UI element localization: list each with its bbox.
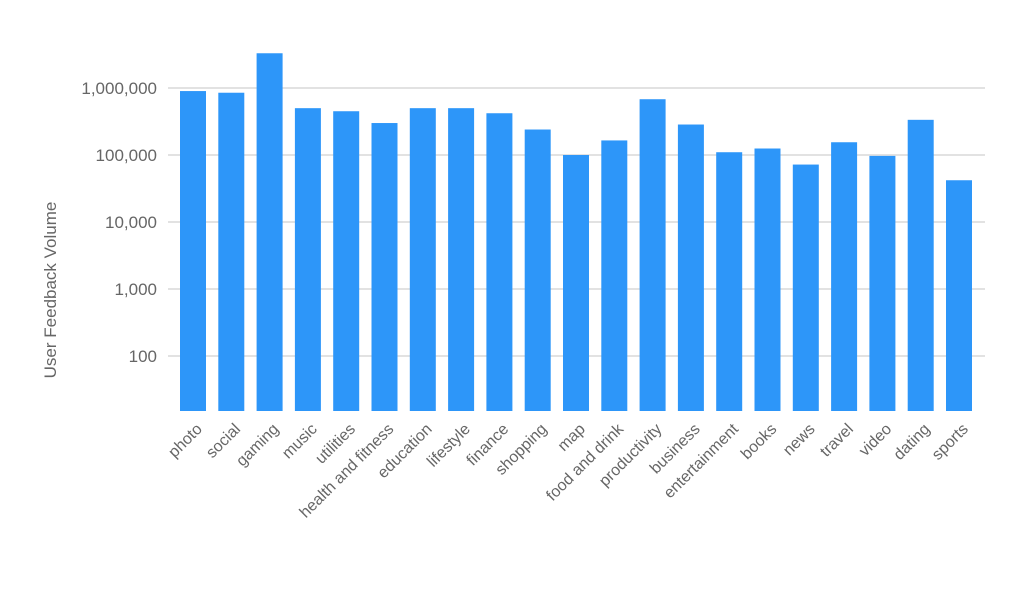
- y-tick-label: 1,000,000: [81, 79, 157, 98]
- bar-health-and-fitness: [371, 123, 398, 412]
- y-tick-label: 100,000: [96, 146, 157, 165]
- bar-education: [409, 108, 436, 411]
- y-axis-label: User Feedback Volume: [41, 202, 60, 379]
- x-tick-label: gaming: [233, 421, 282, 470]
- bar-business: [677, 124, 704, 411]
- x-tick-label: lifestyle: [424, 421, 474, 471]
- x-tick-label: video: [856, 421, 895, 460]
- bar-productivity: [639, 99, 666, 412]
- x-tick-label: map: [555, 421, 589, 455]
- bar-shopping: [524, 129, 551, 411]
- x-tick-label: books: [738, 421, 780, 463]
- x-tick-label: travel: [817, 421, 857, 461]
- x-tick-label: dating: [891, 421, 934, 464]
- bars: [180, 53, 972, 412]
- bar-sports: [946, 180, 972, 411]
- bar-video: [869, 155, 896, 411]
- bar-finance: [486, 113, 513, 411]
- x-tick-label: photo: [165, 421, 205, 461]
- y-axis-ticks: 100 1,000 10,000 100,000 1,000,000: [81, 79, 157, 366]
- bar-entertainment: [716, 152, 743, 411]
- y-tick-label: 10,000: [105, 213, 157, 232]
- bar-music: [294, 108, 321, 411]
- x-tick-label: sports: [929, 421, 972, 464]
- bar-photo: [180, 91, 206, 412]
- bar-lifestyle: [448, 108, 475, 411]
- bar-news: [792, 164, 819, 411]
- bar-social: [218, 92, 245, 411]
- bar-dating: [907, 119, 934, 412]
- bar-utilities: [333, 111, 360, 411]
- x-tick-label: news: [780, 421, 818, 459]
- bar-travel: [831, 142, 858, 411]
- y-tick-label: 100: [129, 347, 157, 366]
- y-tick-label: 1,000: [114, 280, 157, 299]
- bar-map: [563, 155, 589, 411]
- bar-gaming: [256, 53, 283, 411]
- bar-books: [754, 148, 781, 412]
- bar-food-and-drink: [601, 140, 628, 411]
